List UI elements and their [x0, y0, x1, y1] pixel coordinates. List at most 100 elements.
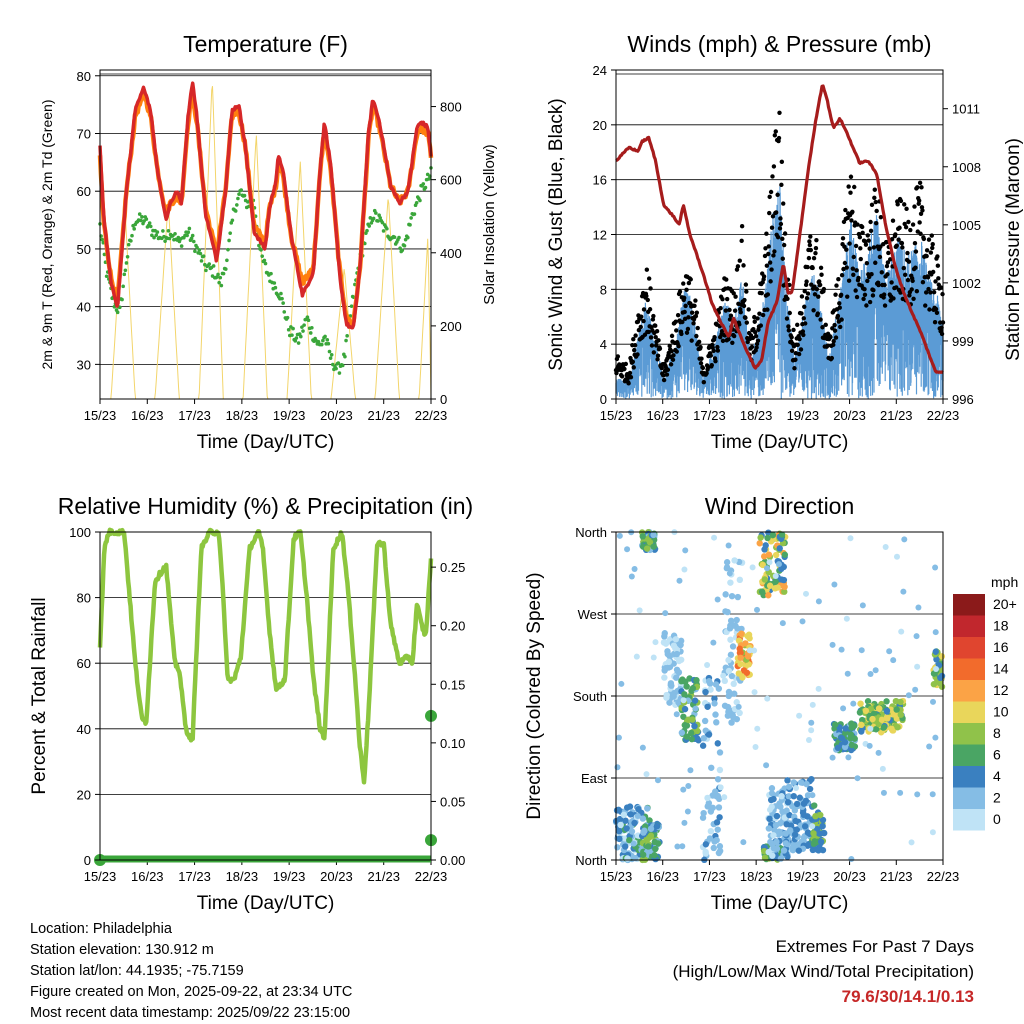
td-point: [272, 281, 277, 285]
direction-point: [681, 819, 688, 826]
x-tick-label: 18/23: [226, 408, 259, 423]
direction-point: [772, 821, 780, 829]
direction-point: [710, 639, 717, 646]
direction-point: [724, 703, 732, 711]
direction-point: [817, 838, 825, 845]
direction-point: [731, 557, 738, 564]
chart-panel-4: Wind Direction 15/23 16/23 17/23 18/23 19/23 2…: [524, 493, 1018, 914]
extremes-subtitle: (High/Low/Max Wind/Total Precipitation): [672, 962, 974, 981]
direction-point: [767, 838, 774, 845]
td-point: [167, 236, 172, 241]
series-station-pressure: [615, 84, 944, 375]
gust-point: [763, 246, 768, 251]
gust-point: [665, 367, 671, 373]
direction-point: [614, 844, 621, 851]
gust-point: [897, 225, 902, 230]
y-axis-label: Direction (Colored By Speed): [524, 572, 545, 819]
gust-point: [843, 207, 848, 213]
y-tick-label: 70: [77, 126, 91, 141]
gust-point: [825, 343, 830, 348]
td-point: [336, 361, 341, 365]
direction-point: [622, 817, 629, 824]
y-axis-label-right: Station Pressure (Maroon): [1003, 138, 1024, 361]
gust-point: [926, 237, 932, 242]
gust-point: [732, 308, 738, 313]
td-point: [124, 261, 129, 265]
y-axis-label: Percent & Total Rainfall: [29, 597, 50, 794]
td-point: [129, 239, 133, 243]
y-tick-label-right: 0.25: [440, 560, 465, 575]
direction-point: [641, 827, 648, 834]
gust-point: [832, 328, 838, 333]
x-axis-label: Time (Day/UTC): [197, 893, 335, 914]
direction-point: [882, 544, 889, 551]
direction-point: [867, 725, 874, 732]
direction-point: [802, 797, 810, 805]
direction-point: [892, 697, 900, 705]
gust-point: [819, 272, 824, 277]
colorbar-swatch: [953, 701, 985, 723]
direction-point: [714, 826, 721, 833]
td-point: [233, 209, 238, 213]
td-point: [337, 371, 342, 375]
gust-point: [630, 359, 636, 365]
x-tick-label: 21/23: [367, 869, 400, 884]
gust-point: [700, 365, 706, 371]
td-point: [125, 254, 130, 259]
direction-point: [793, 800, 801, 808]
gust-point: [935, 254, 940, 259]
direction-point: [711, 695, 718, 702]
direction-point: [780, 847, 788, 854]
y-tick-label: 0: [600, 392, 607, 407]
gust-point: [840, 236, 846, 241]
gust-point: [813, 245, 819, 251]
direction-point: [635, 806, 642, 813]
direction-point: [643, 771, 650, 778]
gust-point: [848, 174, 854, 179]
gust-point: [930, 242, 935, 247]
direction-point: [738, 630, 745, 637]
gust-point: [838, 324, 843, 330]
y-tick-label: 0: [84, 853, 91, 868]
td-point: [426, 177, 431, 181]
gust-point: [858, 256, 863, 262]
direction-point: [770, 845, 778, 852]
td-point: [179, 244, 184, 248]
gust-point: [644, 293, 649, 299]
td-point: [217, 280, 221, 285]
gust-point: [910, 278, 915, 284]
gust-point: [814, 237, 819, 243]
direction-point: [765, 848, 772, 856]
direction-point: [704, 803, 711, 810]
td-point: [340, 363, 345, 368]
colorbar-label: 10: [993, 704, 1009, 720]
direction-point: [856, 709, 864, 716]
td-point: [371, 216, 376, 221]
y-tick-label: 40: [77, 722, 91, 737]
gust-point: [782, 231, 788, 236]
gust-point: [628, 374, 634, 380]
td-point: [126, 242, 131, 247]
direction-point: [840, 705, 847, 712]
direction-point: [848, 741, 856, 749]
gust-point: [733, 294, 738, 299]
direction-point: [737, 660, 744, 668]
direction-point: [729, 713, 737, 721]
x-tick-label: 21/23: [367, 408, 400, 423]
gust-point: [775, 234, 781, 240]
direction-point: [763, 762, 770, 769]
direction-point: [675, 669, 683, 676]
direction-point: [650, 654, 657, 661]
direction-point: [694, 727, 701, 735]
direction-point: [708, 764, 715, 771]
direction-point: [631, 819, 638, 827]
y-tick-label: North: [575, 853, 607, 868]
direction-point: [650, 543, 657, 550]
gust-point: [675, 312, 681, 318]
gust-point: [913, 249, 919, 254]
gust-point: [769, 225, 775, 230]
direction-point: [730, 680, 737, 688]
x-tick-label: 16/23: [131, 869, 164, 884]
direction-point: [673, 650, 681, 658]
direction-point: [754, 725, 761, 732]
